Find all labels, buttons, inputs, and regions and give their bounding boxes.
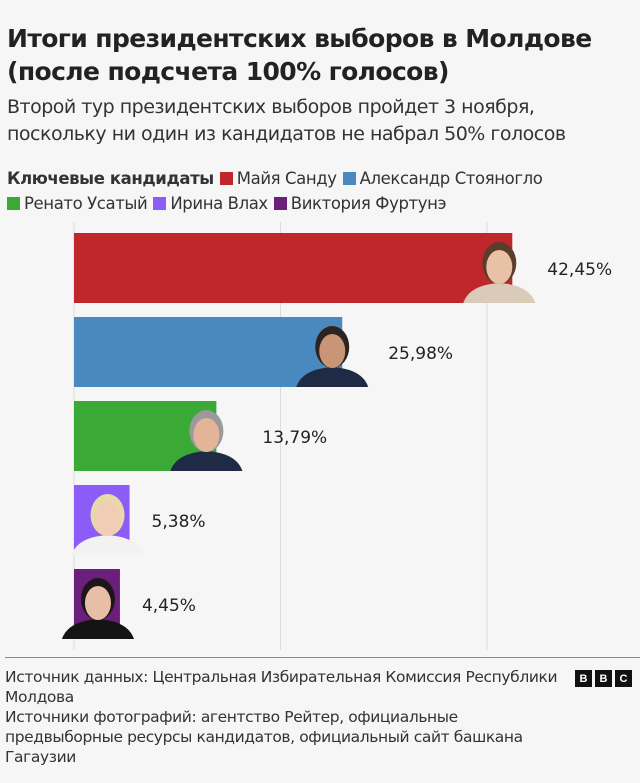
legend-swatch (273, 197, 287, 210)
candidate-photo (61, 578, 134, 639)
bar (74, 317, 343, 387)
source-photos: Источники фотографий: агентство Рейтер, … (5, 708, 523, 766)
data-label: 13,79% (262, 428, 327, 448)
source-data: Источник данных: Центральная Избирательн… (5, 668, 558, 706)
bbc-logo-letter: B (595, 670, 612, 687)
footer-divider (5, 657, 640, 658)
legend-item: Ирина Влах (153, 191, 268, 216)
candidate-photo (170, 410, 243, 471)
candidate-photo (71, 494, 144, 555)
candidate-photo (463, 242, 536, 303)
legend-item: Майя Санду (219, 166, 337, 191)
legend-label: Александр Стояногло (359, 169, 543, 188)
bar-chart: 42,45% 25,98% 13,79% 5,38% 4,45% (61, 222, 612, 650)
chart-title: Итоги президентских выборов в Молдове (п… (7, 24, 592, 86)
bbc-logo: B B C (575, 670, 632, 687)
data-label: 5,38% (152, 512, 206, 532)
legend-heading: Ключевые кандидаты (7, 169, 214, 188)
data-label: 25,98% (388, 344, 453, 364)
legend: Ключевые кандидаты Майя Санду Александр Ст… (7, 166, 637, 216)
legend-label: Ирина Влах (170, 194, 268, 213)
chart-subtitle: Второй тур президентских выборов пройдет… (7, 96, 566, 145)
legend-swatch (219, 172, 233, 185)
bbc-logo-letter: B (575, 670, 592, 687)
legend-label: Майя Санду (236, 169, 337, 188)
legend-item: Александр Стояногло (342, 166, 543, 191)
legend-swatch (7, 197, 20, 210)
legend-swatch (153, 197, 167, 210)
data-label: 4,45% (142, 596, 196, 616)
data-label: 42,45% (547, 260, 612, 280)
bbc-logo-letter: C (615, 670, 632, 687)
legend-label: Ренато Усатый (24, 194, 148, 213)
legend-label: Виктория Фуртунэ (290, 194, 447, 213)
candidate-photo (296, 326, 369, 387)
legend-item: Виктория Фуртунэ (273, 191, 447, 216)
bar (74, 233, 513, 303)
source-note: Источник данных: Центральная Избирательн… (5, 667, 565, 767)
legend-item: Ренато Усатый (7, 191, 148, 216)
legend-swatch (342, 172, 356, 185)
